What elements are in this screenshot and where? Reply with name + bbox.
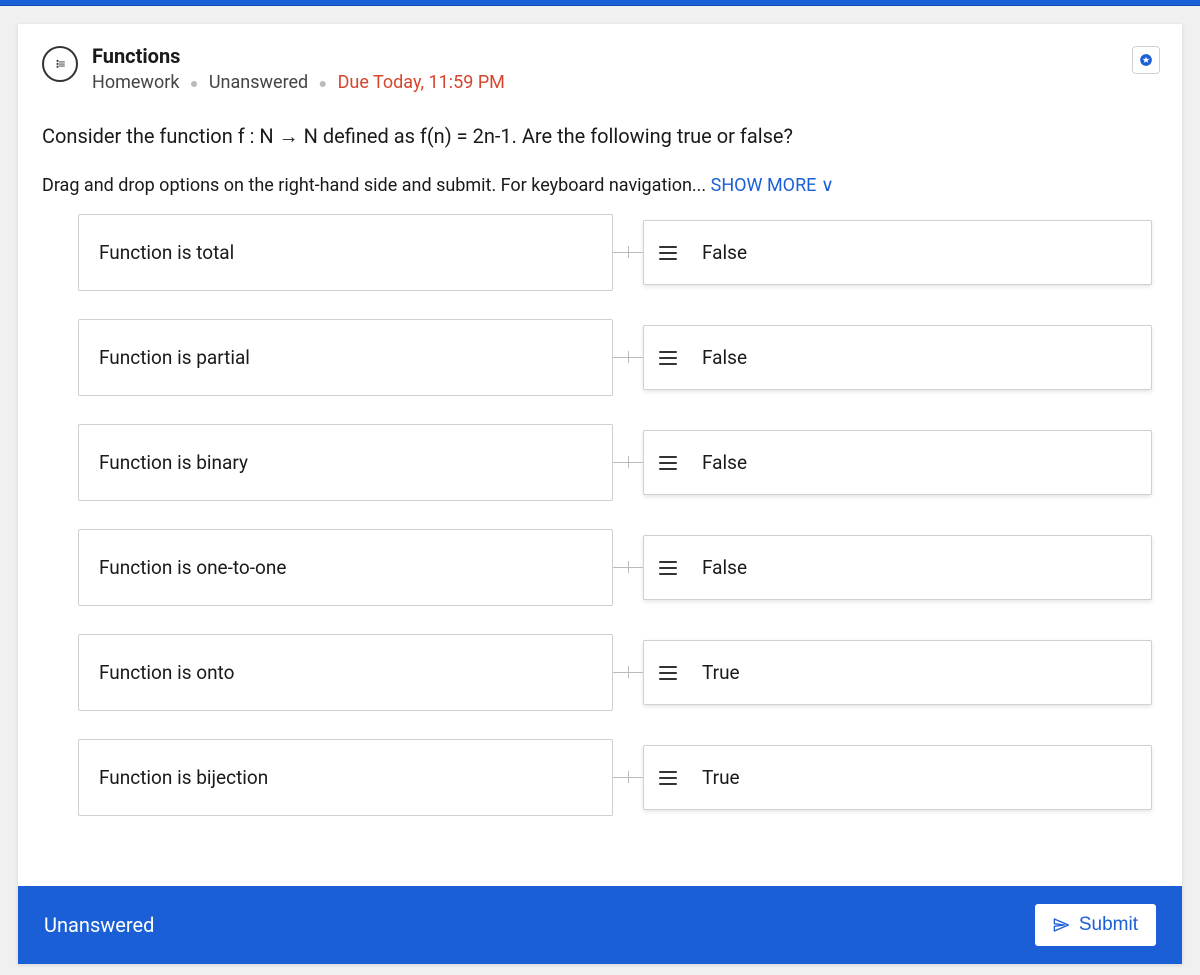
match-row: Function is bijection True — [78, 739, 1152, 816]
match-row: Function is binary False — [78, 424, 1152, 501]
connector-line — [613, 777, 643, 778]
answer-label: False — [702, 451, 747, 474]
answer-label: True — [702, 766, 740, 789]
drag-handle-icon[interactable] — [658, 246, 678, 260]
answer-card[interactable]: False — [643, 430, 1152, 495]
star-icon — [1139, 53, 1153, 67]
connector-line — [613, 672, 643, 673]
card-header: ⁝≡ Functions Homework ● Unanswered ● Due… — [18, 24, 1182, 107]
drag-handle-icon[interactable] — [658, 456, 678, 470]
drag-handle-icon[interactable] — [658, 561, 678, 575]
card-footer: Unanswered Submit — [18, 886, 1182, 964]
connector-line — [613, 567, 643, 568]
instruction-prefix: Drag and drop options on the right-hand … — [42, 175, 711, 196]
answer-card[interactable]: False — [643, 325, 1152, 390]
answer-label: False — [702, 556, 747, 579]
question-title: Functions — [92, 44, 1158, 68]
question-card: ⁝≡ Functions Homework ● Unanswered ● Due… — [18, 24, 1182, 964]
drag-handle-icon[interactable] — [658, 666, 678, 680]
answer-card[interactable]: True — [643, 745, 1152, 810]
match-row: Function is onto True — [78, 634, 1152, 711]
show-more-link[interactable]: SHOW MORE ∨ — [711, 175, 834, 196]
prompt-card: Function is binary — [78, 424, 613, 501]
submit-label: Submit — [1079, 914, 1138, 936]
meta-status: Unanswered — [209, 72, 308, 93]
send-icon — [1053, 917, 1069, 933]
footer-status: Unanswered — [44, 913, 154, 937]
matching-area: Function is totalFalseFunction is partia… — [18, 214, 1182, 886]
bookmark-button[interactable] — [1132, 46, 1160, 74]
meta-separator: ● — [190, 76, 198, 92]
question-meta: Homework ● Unanswered ● Due Today, 11:59… — [92, 72, 1158, 93]
connector-line — [613, 252, 643, 253]
meta-separator: ● — [319, 76, 327, 92]
question-text: Consider the function f : N → N defined … — [18, 107, 1182, 165]
prompt-card: Function is one-to-one — [78, 529, 613, 606]
question-type-icon: ⁝≡ — [42, 46, 78, 82]
answer-card[interactable]: True — [643, 640, 1152, 705]
answer-label: True — [702, 661, 740, 684]
connector-line — [613, 462, 643, 463]
match-row: Function is partial False — [78, 319, 1152, 396]
answer-card[interactable]: False — [643, 535, 1152, 600]
submit-button[interactable]: Submit — [1035, 904, 1156, 946]
connector-line — [613, 357, 643, 358]
prompt-card: Function is onto — [78, 634, 613, 711]
prompt-card: Function is bijection — [78, 739, 613, 816]
meta-due: Due Today, 11:59 PM — [338, 72, 505, 93]
prompt-card: Function is total — [78, 214, 613, 291]
instruction-text: Drag and drop options on the right-hand … — [18, 165, 1182, 214]
answer-label: False — [702, 346, 747, 369]
answer-card[interactable]: False — [643, 220, 1152, 285]
meta-category: Homework — [92, 72, 179, 93]
drag-handle-icon[interactable] — [658, 771, 678, 785]
match-row: Function is total False — [78, 214, 1152, 291]
header-text-block: Functions Homework ● Unanswered ● Due To… — [92, 44, 1158, 93]
answer-label: False — [702, 241, 747, 264]
top-accent-bar — [0, 0, 1200, 6]
prompt-card: Function is partial — [78, 319, 613, 396]
match-row: Function is one-to-one False — [78, 529, 1152, 606]
drag-handle-icon[interactable] — [658, 351, 678, 365]
